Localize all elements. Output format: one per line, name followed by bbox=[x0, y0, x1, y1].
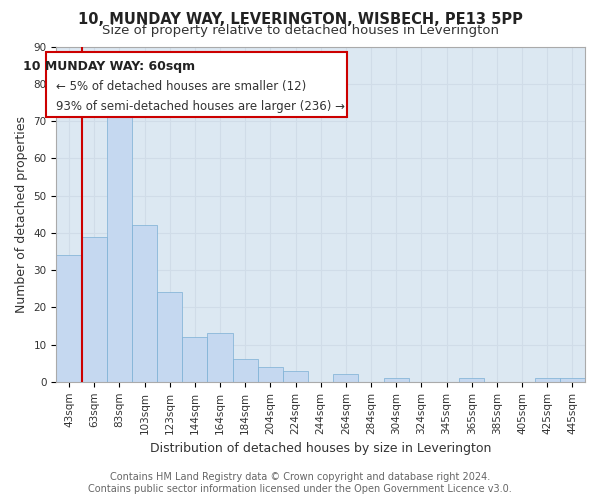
Bar bbox=[258, 367, 283, 382]
Bar bbox=[82, 236, 107, 382]
Text: 10, MUNDAY WAY, LEVERINGTON, WISBECH, PE13 5PP: 10, MUNDAY WAY, LEVERINGTON, WISBECH, PE… bbox=[77, 12, 523, 28]
Bar bbox=[208, 334, 233, 382]
Bar bbox=[560, 378, 585, 382]
Bar bbox=[182, 337, 208, 382]
Bar bbox=[535, 378, 560, 382]
Text: ← 5% of detached houses are smaller (12): ← 5% of detached houses are smaller (12) bbox=[56, 80, 307, 93]
Y-axis label: Number of detached properties: Number of detached properties bbox=[15, 116, 28, 312]
Bar bbox=[157, 292, 182, 382]
Bar bbox=[283, 370, 308, 382]
Bar bbox=[333, 374, 358, 382]
Bar bbox=[56, 255, 82, 382]
Bar bbox=[107, 114, 132, 382]
Bar bbox=[132, 226, 157, 382]
Bar bbox=[233, 360, 258, 382]
Text: Contains HM Land Registry data © Crown copyright and database right 2024.
Contai: Contains HM Land Registry data © Crown c… bbox=[88, 472, 512, 494]
Text: Size of property relative to detached houses in Leverington: Size of property relative to detached ho… bbox=[101, 24, 499, 37]
Text: 10 MUNDAY WAY: 60sqm: 10 MUNDAY WAY: 60sqm bbox=[23, 60, 196, 73]
Bar bbox=[383, 378, 409, 382]
FancyBboxPatch shape bbox=[46, 52, 347, 117]
Text: 93% of semi-detached houses are larger (236) →: 93% of semi-detached houses are larger (… bbox=[56, 100, 346, 113]
Bar bbox=[459, 378, 484, 382]
X-axis label: Distribution of detached houses by size in Leverington: Distribution of detached houses by size … bbox=[150, 442, 491, 455]
